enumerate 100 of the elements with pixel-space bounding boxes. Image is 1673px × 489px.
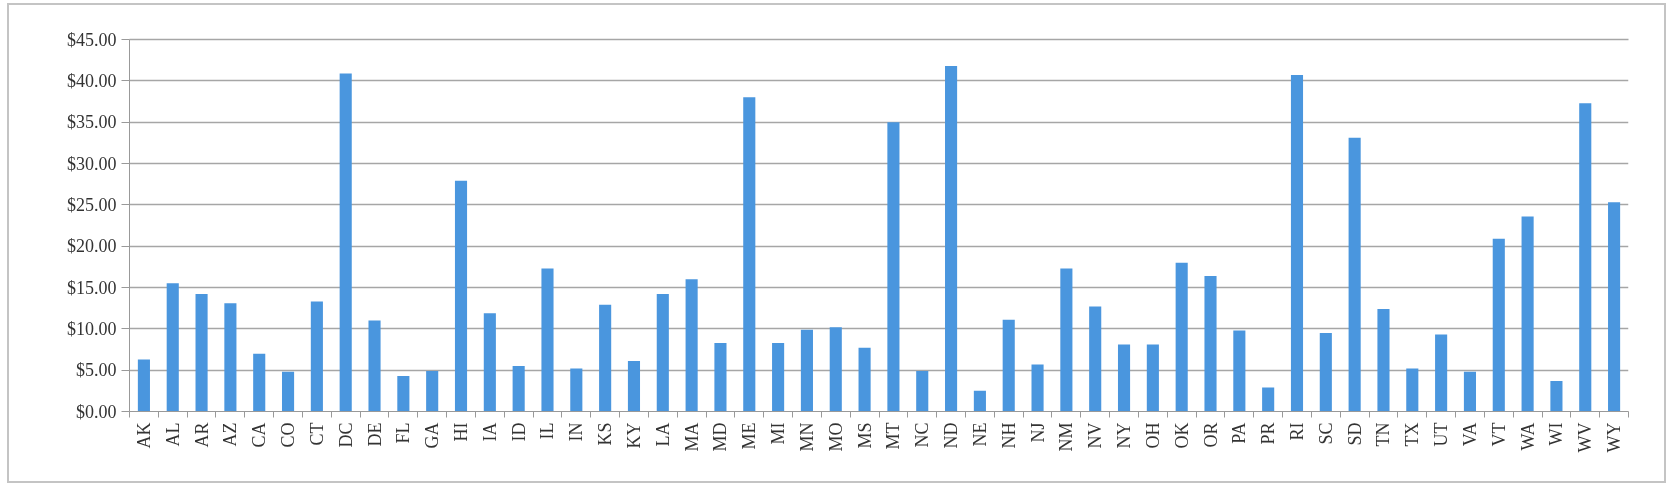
x-tick-label: ME [739,422,760,450]
x-tick-label: IN [566,422,587,442]
x-tick-label: ND [941,422,962,449]
bar [743,97,756,412]
y-tick-label: $20.00 [67,236,117,257]
x-tick-label: ID [508,422,529,442]
x-tick-label: WY [1604,422,1625,453]
y-tick-label: $10.00 [67,318,117,339]
x-tick-label: MA [681,422,702,452]
bar [627,361,641,412]
x-tick-label: VT [1488,422,1509,447]
x-tick-label: OR [1200,422,1221,448]
x-tick-label: KS [595,422,616,446]
y-tick-label: $40.00 [67,70,117,91]
x-tick-label: CO [278,422,299,448]
x-tick-label: PR [1258,422,1279,445]
bar [1319,332,1332,412]
x-tick-label: NE [969,422,990,447]
x-tick-label: UT [1431,422,1452,447]
x-tick-label: NC [912,422,933,448]
bar [1089,306,1102,412]
y-tick-label: $5.00 [76,360,117,381]
x-tick-label: DC [335,422,356,448]
bar [714,342,727,412]
bar [1031,364,1044,412]
bar [454,180,468,412]
x-tick-label: SD [1344,422,1365,446]
x-tick-label: DE [364,422,385,447]
x-tick-label: NV [1085,422,1106,449]
bar [397,375,410,412]
bar [1406,368,1419,412]
x-tick-label: OH [1142,422,1163,449]
y-tick-label: $0.00 [76,401,117,422]
bar [1377,308,1390,412]
bar [1463,371,1477,412]
x-tick-label: WI [1546,422,1567,446]
bar [137,359,150,412]
x-tick-label: NH [998,422,1019,449]
y-tick-label: $30.00 [67,153,117,174]
bar [599,304,612,412]
bar [1290,75,1304,412]
bar [195,294,208,412]
x-tick-label: MO [825,422,846,452]
x-tick-label: IL [537,422,558,440]
y-tick-label: $15.00 [67,277,117,298]
bar [829,327,842,412]
x-tick-label: OK [1171,422,1192,449]
x-tick-label: PA [1229,422,1250,444]
bar [1002,319,1015,412]
bar [1146,344,1159,412]
x-tick-label: WV [1575,422,1596,453]
bar [800,329,813,412]
x-tick-label: TN [1373,422,1394,447]
bar [1175,262,1188,412]
bar [166,283,179,412]
bar [1550,380,1563,412]
bar [310,301,323,412]
bar [426,370,439,412]
x-tick-label: NM [1056,422,1077,452]
x-tick-label: LA [652,422,673,447]
bar [1579,103,1592,412]
x-tick-label: NJ [1027,422,1048,443]
bar [973,390,986,412]
x-tick-label: HI [451,422,472,442]
bar [858,347,871,412]
bar [1608,202,1621,412]
bar [1521,216,1534,412]
bar [1060,268,1073,412]
bar [945,65,958,412]
bar [685,279,698,412]
bar [916,370,929,412]
x-tick-label: RI [1286,422,1307,441]
bar [1233,330,1246,412]
x-tick-label: WA [1517,422,1538,451]
x-tick-label: TX [1402,422,1423,447]
x-tick-label: AK [133,422,154,449]
x-tick-label: AL [162,422,183,447]
bar [224,303,237,412]
x-tick-label: CT [306,422,327,446]
x-tick-label: NY [1114,422,1135,449]
bar [1262,387,1275,412]
x-tick-label: CA [249,422,270,448]
bar [1348,137,1361,412]
bar [253,353,266,412]
y-tick-label: $25.00 [67,194,117,215]
bar [281,371,295,412]
x-tick-label: MI [768,422,789,445]
bar [1492,238,1505,412]
bar [339,73,352,412]
bar [1435,334,1448,412]
bar [1117,344,1131,412]
x-tick-label: MD [710,422,731,452]
bar [541,268,554,412]
x-tick-label: FL [393,422,414,444]
x-tick-label: IA [479,422,500,442]
bar [1204,275,1217,412]
x-tick-label: VA [1459,422,1480,447]
y-tick-label: $45.00 [67,29,117,50]
bar [368,320,381,412]
bar [772,342,785,412]
